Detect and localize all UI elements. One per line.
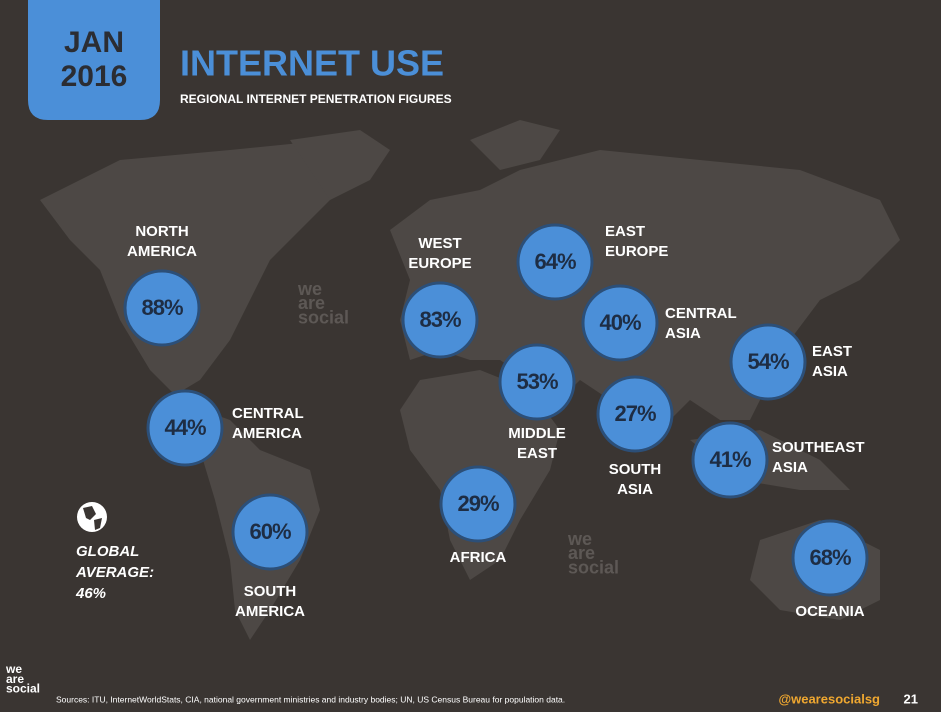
region-value: 27%: [614, 401, 655, 426]
brand-logo: social: [6, 681, 40, 695]
region-name: EAST: [605, 223, 645, 240]
region-name: MIDDLE: [508, 425, 566, 442]
region-bubble: [401, 281, 479, 359]
region-name: OCEANIA: [795, 603, 864, 620]
global-label: GLOBAL: [76, 543, 139, 560]
region-bubble: [498, 343, 576, 421]
region-name: CENTRAL: [232, 405, 304, 422]
region-bubble: [231, 493, 309, 571]
region-bubble: [729, 323, 807, 401]
region-bubble: [146, 389, 224, 467]
month: JAN: [64, 26, 124, 59]
watermark: social: [568, 558, 619, 578]
region-bubble: [581, 284, 659, 362]
brand-logo: we: [5, 662, 22, 676]
watermark: social: [298, 308, 349, 328]
region-name: AMERICA: [232, 425, 302, 442]
region-name: AMERICA: [127, 243, 197, 260]
region-name: EAST: [517, 445, 557, 462]
region-name: NORTH: [135, 223, 188, 240]
watermark: are: [568, 543, 595, 563]
region-name: SOUTHEAST: [772, 439, 865, 456]
region-bubble: [691, 421, 769, 499]
region-bubble: [596, 375, 674, 453]
region-value: 68%: [809, 545, 850, 570]
region-value: 29%: [457, 491, 498, 516]
region-value: 64%: [534, 249, 575, 274]
global-value: 46%: [75, 585, 106, 602]
global-label: AVERAGE:: [75, 564, 154, 581]
region-name: ASIA: [812, 363, 848, 380]
region-name: ASIA: [665, 325, 701, 342]
watermark: are: [298, 293, 325, 313]
region-name: ASIA: [772, 459, 808, 476]
brand-logo: are: [6, 672, 24, 686]
region-name: SOUTH: [244, 583, 297, 600]
region-value: 44%: [164, 415, 205, 440]
region-value: 41%: [709, 447, 750, 472]
region-bubble: [516, 223, 594, 301]
region-name: EAST: [812, 343, 852, 360]
title: INTERNET USE: [180, 43, 444, 84]
watermark: we: [567, 529, 592, 549]
region-bubble: [123, 269, 201, 347]
region-name: AMERICA: [235, 603, 305, 620]
sources: Sources: ITU, InternetWorldStats, CIA, n…: [56, 694, 565, 704]
handle: @wearesocialsg: [778, 691, 880, 706]
region-value: 83%: [419, 307, 460, 332]
region-name: EUROPE: [605, 243, 668, 260]
region-bubble: [439, 465, 517, 543]
region-name: SOUTH: [609, 461, 662, 478]
page-number: 21: [904, 691, 918, 706]
region-name: WEST: [418, 235, 461, 252]
region-value: 60%: [249, 519, 290, 544]
year: 2016: [61, 60, 128, 93]
region-name: CENTRAL: [665, 305, 737, 322]
date-badge: [28, 0, 160, 120]
region-name: EUROPE: [408, 255, 471, 272]
region-name: ASIA: [617, 481, 653, 498]
subtitle: REGIONAL INTERNET PENETRATION FIGURES: [180, 92, 452, 106]
globe-icon: [77, 502, 107, 532]
region-value: 53%: [516, 369, 557, 394]
watermark: we: [297, 279, 322, 299]
region-value: 54%: [747, 349, 788, 374]
region-value: 40%: [599, 310, 640, 335]
region-name: AFRICA: [450, 549, 507, 566]
region-value: 88%: [141, 295, 182, 320]
region-bubble: [791, 519, 869, 597]
